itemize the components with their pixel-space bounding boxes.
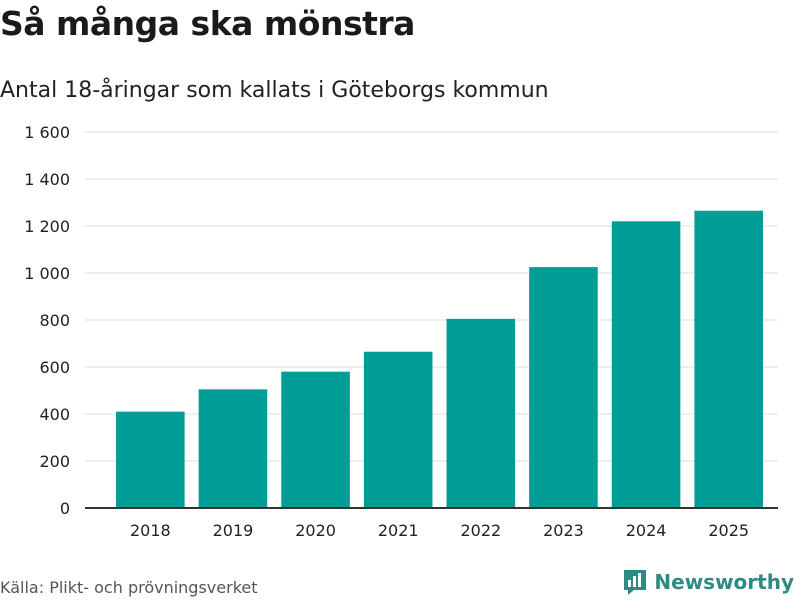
bar	[611, 221, 681, 509]
newsworthy-logo-icon	[624, 570, 647, 595]
axis-labels: 0 200 400 600 800 1 000 1 200 1 600 1 400 2018 201…	[24, 123, 778, 540]
y-tick-label: 400	[39, 405, 70, 424]
bar	[446, 318, 516, 508]
chart-title: Så många ska mönstra	[0, 4, 415, 43]
bar	[529, 267, 598, 508]
bar	[281, 371, 350, 508]
x-tick-label: 2020	[295, 521, 336, 540]
bar	[198, 389, 268, 508]
x-tick-label: 2023	[543, 521, 584, 540]
y-tick-label: 1 600	[24, 123, 70, 142]
y-tick-label: 600	[39, 358, 70, 377]
brand-name: Newsworthy	[654, 570, 794, 594]
x-tick-label: 2024	[626, 521, 667, 540]
brand: Newsworthy	[622, 568, 794, 596]
bars	[116, 210, 763, 509]
y-tick-label: 1 000	[24, 264, 70, 283]
y-tick-label: 1 200	[24, 217, 70, 236]
x-tick-label: 2025	[708, 521, 749, 540]
y-tick-label: 1 400	[24, 170, 70, 189]
chart-subtitle: Antal 18-åringar som kallats i Göteborgs…	[0, 78, 549, 103]
bar-chart: 0 200 400 600 800 1 000 1 200 1 600 1 400 2018 201…	[24, 123, 778, 540]
y-tick-label: 800	[39, 311, 70, 330]
bar	[694, 210, 763, 508]
source-note: Källa: Plikt- och prövningsverket	[0, 578, 258, 597]
x-tick-label: 2019	[213, 521, 254, 540]
x-tick-label: 2022	[460, 521, 501, 540]
x-tick-label: 2021	[378, 521, 419, 540]
x-tick-label: 2018	[130, 521, 171, 540]
y-tick-label: 200	[39, 452, 70, 471]
bar	[363, 351, 433, 508]
bar	[116, 411, 185, 508]
y-tick-label: 0	[60, 499, 70, 518]
